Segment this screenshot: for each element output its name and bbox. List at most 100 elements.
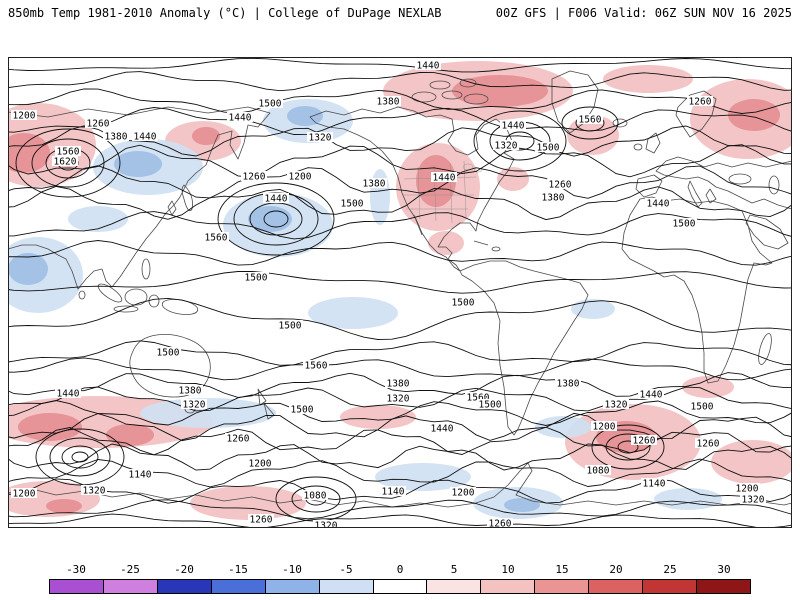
contour-label-mask xyxy=(313,520,339,528)
colorbar-cell xyxy=(103,580,158,593)
colorbar-swatches xyxy=(49,579,751,594)
contour-label: 1500 xyxy=(341,199,364,210)
height-contour-line xyxy=(8,270,792,294)
contour-label-mask xyxy=(431,172,457,182)
contour-label-mask xyxy=(287,171,313,181)
contour-label-mask xyxy=(52,156,78,166)
contour-label: 1500 xyxy=(245,273,268,284)
contour-label-mask xyxy=(585,465,611,475)
contour-label: 1560 xyxy=(579,115,602,126)
arctic-island-3 xyxy=(463,93,489,105)
arctic-island-5 xyxy=(459,78,477,88)
arctic-island-4 xyxy=(429,80,451,90)
contour-label-mask xyxy=(55,388,81,398)
contour-label-mask xyxy=(500,120,526,130)
colorbar-cell xyxy=(373,580,428,593)
contour-label: 1620 xyxy=(54,157,77,168)
colorbar-cell xyxy=(50,580,104,593)
height-contour-line xyxy=(8,297,792,340)
contour-label-mask xyxy=(671,218,697,228)
model-run-info: 00Z GFS | F006 Valid: 06Z SUN NOV 16 202… xyxy=(495,6,792,20)
title-bar: 850mb Temp 1981-2010 Anomaly (°C) | Coll… xyxy=(8,6,792,20)
contour-label: 1500 xyxy=(537,143,560,154)
iberia-coastline xyxy=(635,174,663,198)
contour-label-mask xyxy=(695,438,721,448)
contour-label-mask xyxy=(257,98,283,108)
colorbar-cell xyxy=(643,580,698,593)
contour-label-mask xyxy=(247,458,273,468)
contour-label: 1440 xyxy=(431,424,454,435)
height-contour-line xyxy=(8,340,792,366)
colorbar-cell xyxy=(481,580,536,593)
contour-label-mask xyxy=(547,179,573,189)
colorbar-tick-label: -5 xyxy=(339,563,353,576)
caspian-sea xyxy=(768,175,780,195)
contour-label: 1260 xyxy=(250,515,273,526)
contour-label: 1140 xyxy=(129,470,152,481)
contour-label: 1200 xyxy=(736,484,759,495)
arabia-coastline xyxy=(745,214,789,250)
colorbar-tick-label: -10 xyxy=(282,563,302,576)
height-contour-line xyxy=(8,240,792,266)
contour-label: 1560 xyxy=(57,147,80,158)
contour-label-mask xyxy=(591,421,617,431)
colorbar-tick-label: -15 xyxy=(228,563,248,576)
philippines xyxy=(141,258,151,280)
colorbar-tick-label: -30 xyxy=(66,563,86,576)
scandinavia-coastline xyxy=(675,90,717,138)
cuba xyxy=(473,240,489,246)
arctic-island-2 xyxy=(441,90,463,100)
contour-label: 1440 xyxy=(265,194,288,205)
contour-label: 1140 xyxy=(643,479,666,490)
contour-label-mask xyxy=(277,320,303,330)
contour-label-mask xyxy=(465,392,491,402)
contour-label: 1200 xyxy=(289,172,312,183)
contour-label-mask xyxy=(487,518,513,528)
colorbar-tick-label: 0 xyxy=(396,563,404,576)
colorbar-tick-label: -25 xyxy=(120,563,140,576)
contour-label-mask xyxy=(477,399,503,409)
height-contour-line xyxy=(8,443,792,471)
contour-label: 1440 xyxy=(640,390,663,401)
arctic-island-1 xyxy=(411,91,437,103)
black-sea xyxy=(728,173,752,185)
contour-label-mask xyxy=(577,114,603,124)
contour-label-mask xyxy=(450,297,476,307)
sulawesi xyxy=(148,294,160,308)
contour-label: 1320 xyxy=(309,133,332,144)
europe-coastline xyxy=(655,156,792,210)
contour-label: 1440 xyxy=(647,199,670,210)
contour-label: 1380 xyxy=(105,132,128,143)
antarctica-coastline xyxy=(8,462,792,508)
contour-label: 1440 xyxy=(433,173,456,184)
contour-label-mask xyxy=(263,193,289,203)
colorbar-cell xyxy=(265,580,320,593)
contour-label: 1440 xyxy=(134,132,157,143)
madagascar xyxy=(758,333,772,365)
britain-coastline xyxy=(645,132,661,154)
north-america-coastline xyxy=(309,106,515,272)
contour-label-mask xyxy=(339,198,365,208)
contour-label: 1260 xyxy=(227,434,250,445)
contour-label: 1500 xyxy=(691,402,714,413)
contour-label: 1500 xyxy=(673,219,696,230)
contour-label-mask xyxy=(103,131,129,141)
height-contour-line xyxy=(8,513,792,528)
contour-label-mask xyxy=(303,360,329,370)
height-contour-line xyxy=(8,211,792,240)
colorbar-tick-label: 30 xyxy=(717,563,731,576)
contour-label-mask xyxy=(11,488,37,498)
contour-label-mask xyxy=(375,96,401,106)
map-frame xyxy=(8,57,792,528)
height-contour-line xyxy=(8,144,792,178)
contour-label: 1200 xyxy=(249,459,272,470)
contour-label: 1260 xyxy=(633,436,656,447)
contour-label-mask xyxy=(81,485,107,495)
contour-label: 1320 xyxy=(742,495,765,506)
height-contour-line xyxy=(8,185,792,221)
japan-coastline xyxy=(181,184,193,212)
contour-label-mask xyxy=(734,483,760,493)
contour-label: 1500 xyxy=(157,348,180,359)
contour-label-mask xyxy=(380,486,406,496)
